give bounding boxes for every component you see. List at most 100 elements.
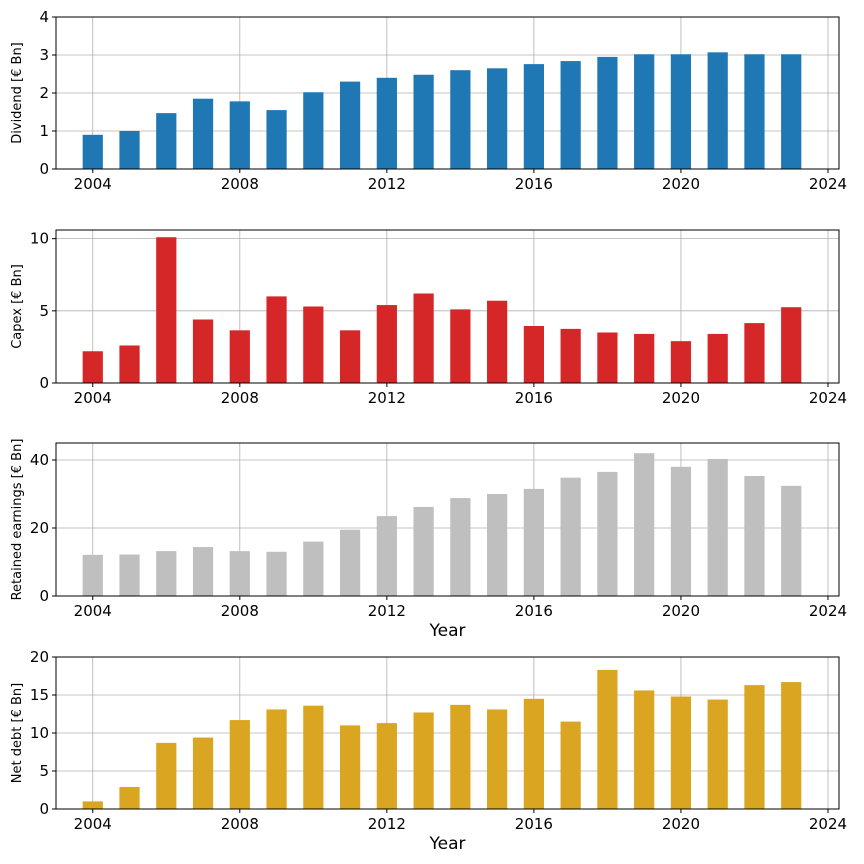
x-tick-label: 2004 [74,602,112,620]
x-tick-label: 2012 [368,815,406,833]
bar-2005 [119,131,140,169]
bar-2012 [376,77,397,169]
bar-2021 [707,333,728,383]
bar-2013 [413,712,434,809]
bar-2009 [266,296,287,383]
bar-2019 [634,54,655,169]
bar-2019 [634,690,655,809]
bar-2021 [707,458,728,596]
bar-2022 [744,685,765,809]
bar-2004 [82,351,103,383]
y-axis-label: Retained earnings [€ Bn] [10,439,25,601]
x-tick-label: 2012 [368,175,406,193]
y-axis-label: Net debt [€ Bn] [10,683,25,783]
x-tick-label: 2024 [809,815,847,833]
bar-2012 [376,305,397,383]
bar-2018 [597,669,618,809]
x-tick-label: 2012 [368,602,406,620]
x-tick-label: 2004 [74,815,112,833]
bar-2021 [707,699,728,809]
bar-2010 [303,92,324,169]
x-tick-label: 2016 [515,602,553,620]
chart-panel-1: 2004 2008 2012 2016 2020 2024 0 1 2 3 4 Dividend [€… [10,8,847,193]
chart-panel-4: 2004 2008 2012 2016 2020 2024 0 5 10 15 20 Net debt… [10,648,847,854]
bar-2009 [266,551,287,596]
bar-2014 [450,70,471,169]
axes-frame [55,229,840,384]
x-tick-label: 2020 [662,815,700,833]
bar-2014 [450,704,471,809]
bar-2012 [376,516,397,596]
bar-2015 [487,494,508,596]
bar-2011 [339,725,361,809]
bar-2009 [266,110,287,169]
bar-2020 [670,466,692,596]
bar-2006 [156,742,177,809]
chart-panel-2: 2004 2008 2012 2016 2020 2024 0 5 10 Capex [€ Bn] [10,229,847,407]
x-tick-label: 2016 [515,815,553,833]
bar-2023 [781,54,802,169]
bar-2012 [376,723,397,809]
bar-2018 [597,332,618,383]
bar-2019 [634,453,655,596]
x-tick-label: 2020 [662,175,700,193]
x-tick-label: 2020 [662,389,700,407]
y-tick-label: 0 [39,374,49,392]
x-tick-label: 2012 [368,389,406,407]
bar-2017 [560,328,581,383]
bar-2016 [523,64,544,169]
bar-2020 [670,54,692,169]
bar-2022 [744,54,765,169]
bar-2011 [339,81,361,169]
x-tick-label: 2024 [809,175,847,193]
bar-2020 [670,696,692,809]
bar-2004 [82,554,103,596]
bar-2016 [523,488,544,596]
bar-2015 [487,300,508,383]
y-axis-label: Dividend [€ Bn] [10,42,25,144]
y-tick-label: 5 [39,302,49,320]
bar-2009 [266,709,287,809]
bar-2010 [303,705,324,809]
bar-2013 [413,293,434,383]
x-axis-label: Year [429,621,466,641]
bar-2017 [560,721,581,809]
x-axis-label: Year [429,834,466,854]
y-tick-label: 2 [39,84,49,102]
bar-2010 [303,306,324,383]
y-axis-label: Capex [€ Bn] [10,264,25,349]
bar-2017 [560,477,581,596]
bar-2016 [523,325,544,383]
y-tick-label: 5 [39,762,49,780]
x-tick-label: 2024 [809,389,847,407]
y-tick-label: 10 [30,230,49,248]
bar-2004 [82,134,103,169]
bar-2022 [744,475,765,596]
x-tick-label: 2016 [515,175,553,193]
bar-2007 [192,319,214,383]
bar-2006 [156,551,177,596]
x-tick-label: 2016 [515,389,553,407]
x-tick-label: 2008 [221,175,259,193]
y-tick-label: 0 [39,160,49,178]
x-tick-label: 2024 [809,602,847,620]
bar-2017 [560,61,581,169]
x-tick-label: 2004 [74,175,112,193]
bar-2018 [597,471,618,596]
bar-2015 [487,709,508,809]
y-tick-label: 40 [30,451,49,469]
bar-2006 [156,113,177,169]
y-tick-label: 15 [30,686,49,704]
y-tick-label: 20 [30,519,49,537]
bar-2004 [82,801,103,809]
bar-2005 [119,345,140,383]
y-tick-label: 3 [39,46,49,64]
y-tick-label: 1 [39,122,49,140]
bar-2014 [450,498,471,596]
bar-2013 [413,506,434,596]
axes-frame [55,442,840,597]
bar-2021 [707,52,728,170]
bar-2007 [192,547,214,596]
y-tick-label: 10 [30,724,49,742]
bar-2008 [229,551,250,596]
